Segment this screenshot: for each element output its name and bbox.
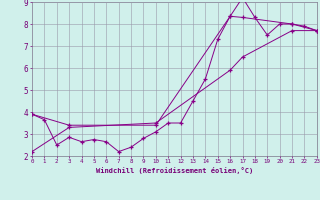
X-axis label: Windchill (Refroidissement éolien,°C): Windchill (Refroidissement éolien,°C) xyxy=(96,167,253,174)
